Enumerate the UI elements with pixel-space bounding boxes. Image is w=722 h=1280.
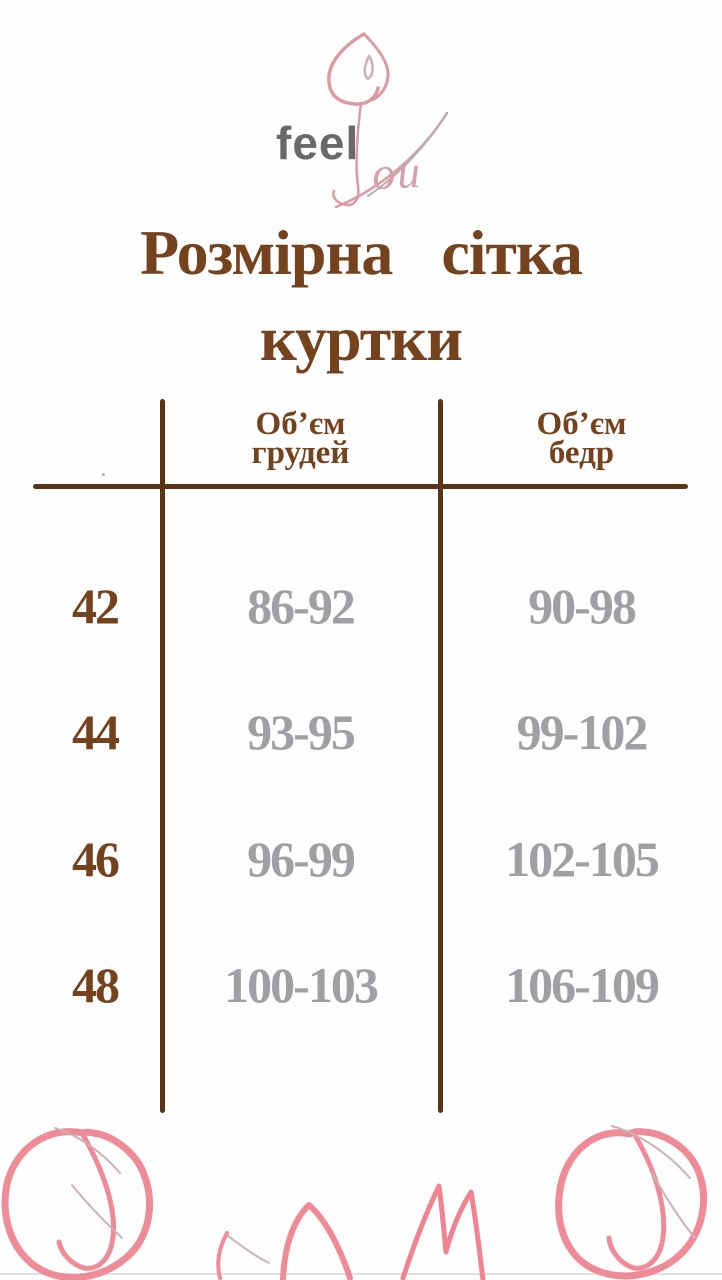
table-row: 44 93-95 99-102 xyxy=(0,703,722,763)
column-header-chest: Об’єм грудей xyxy=(163,406,438,471)
logo-wordmark-you-script: ou xyxy=(370,145,424,200)
tulip-decoration-row xyxy=(0,1125,722,1280)
logo-wordmark-feel: feel xyxy=(276,117,360,169)
page-title-line2: куртки xyxy=(260,303,463,374)
column-header-hips-line2: бедр xyxy=(548,435,615,471)
column-header-chest-line1: Об’єм xyxy=(255,406,346,442)
chest-cell: 93-95 xyxy=(247,704,356,760)
tulip-petal-small-icon xyxy=(216,1231,270,1280)
tulip-decoration-right-icon xyxy=(555,1125,708,1280)
size-cell: 42 xyxy=(72,578,120,634)
size-cell: 48 xyxy=(72,957,120,1013)
hips-cell: 102-105 xyxy=(505,831,660,887)
page-title-line1: Розмірна сітка xyxy=(140,217,583,288)
table-row: 42 86-92 90-98 xyxy=(0,577,722,637)
hips-cell: 99-102 xyxy=(516,704,649,760)
table-row: 48 100-103 106-109 xyxy=(0,956,722,1016)
chest-cell: 86-92 xyxy=(247,578,356,634)
tulip-petal-spikes-icon xyxy=(400,1183,486,1280)
stray-dot xyxy=(102,473,105,476)
size-cell: 44 xyxy=(72,704,120,760)
size-cell: 46 xyxy=(72,831,120,887)
hips-cell: 90-98 xyxy=(528,578,637,634)
column-header-chest-line2: грудей xyxy=(251,435,350,471)
column-header-hips-line1: Об’єм xyxy=(536,406,627,442)
tulip-petal-dome-icon xyxy=(280,1202,353,1280)
chest-cell: 100-103 xyxy=(224,957,379,1013)
hips-cell: 106-109 xyxy=(505,957,660,1013)
table-row: 46 96-99 102-105 xyxy=(0,830,722,890)
table-divider-vertical-1 xyxy=(160,399,165,1113)
chest-cell: 96-99 xyxy=(247,831,356,887)
table-divider-horizontal xyxy=(33,484,688,489)
column-header-hips: Об’єм бедр xyxy=(441,406,722,471)
tulip-decoration-left-icon xyxy=(1,1127,154,1280)
table-divider-vertical-2 xyxy=(438,399,443,1113)
